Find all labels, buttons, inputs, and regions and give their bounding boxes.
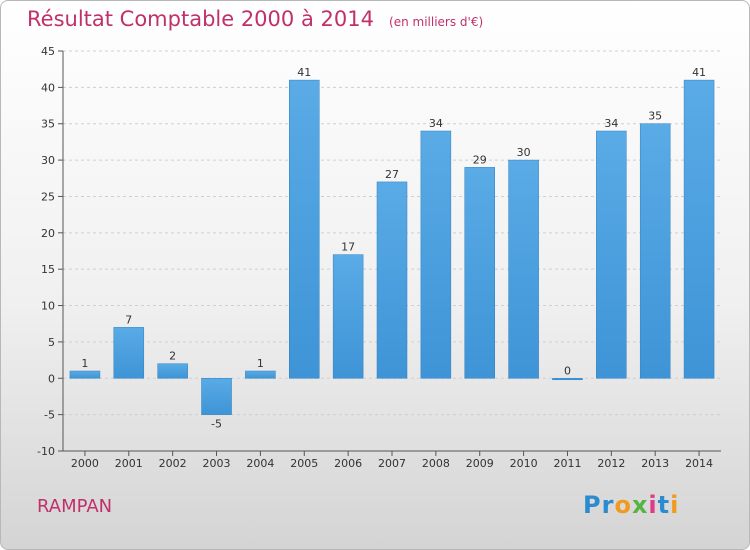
y-tick-label: 35 <box>41 118 55 131</box>
y-tick-label: 0 <box>48 372 55 385</box>
bar <box>113 327 145 379</box>
logo-letter: r <box>601 491 615 519</box>
x-tick-label: 2007 <box>378 457 406 470</box>
y-tick-label: 15 <box>41 263 55 276</box>
commune-name: RAMPAN <box>37 496 113 517</box>
x-tick-label: 2008 <box>422 457 450 470</box>
bar <box>683 79 715 379</box>
bar <box>245 370 276 379</box>
logo-letter: x <box>631 491 649 519</box>
y-tick-label: 10 <box>41 300 55 313</box>
data-label: 2 <box>169 350 176 363</box>
bar <box>157 363 188 379</box>
data-label: 1 <box>257 357 264 370</box>
data-label: 41 <box>692 66 706 79</box>
bar <box>508 159 539 379</box>
y-tick-label: 45 <box>41 45 55 58</box>
bar <box>376 181 408 379</box>
y-tick-label: 30 <box>41 154 55 167</box>
data-label: 27 <box>385 168 399 181</box>
bar <box>332 254 364 379</box>
data-label: 1 <box>81 357 88 370</box>
data-label: 34 <box>429 117 443 130</box>
y-tick-label: -10 <box>37 445 55 458</box>
data-label: 29 <box>473 153 487 166</box>
y-tick-label: 25 <box>41 190 55 203</box>
bar <box>69 370 101 379</box>
x-tick-label: 2013 <box>641 457 669 470</box>
x-tick-label: 2009 <box>466 457 494 470</box>
x-tick-label: 2003 <box>203 457 231 470</box>
proxiti-logo[interactable]: Proxiti <box>583 491 679 519</box>
bar <box>201 378 232 415</box>
x-tick-label: 2002 <box>159 457 187 470</box>
x-tick-label: 2001 <box>115 457 143 470</box>
bar <box>596 130 627 379</box>
bar <box>289 79 320 379</box>
bar <box>420 130 452 379</box>
logo-letter: o <box>614 491 632 519</box>
data-label: -5 <box>211 418 222 431</box>
data-label: 0 <box>564 364 571 377</box>
chart-subtitle: (en milliers d'€) <box>389 15 484 29</box>
x-tick-label: 2006 <box>334 457 362 470</box>
x-tick-label: 2011 <box>553 457 581 470</box>
logo-letter: P <box>583 491 602 519</box>
y-tick-label: -5 <box>44 409 55 422</box>
x-tick-label: 2004 <box>246 457 274 470</box>
x-tick-label: 2005 <box>290 457 318 470</box>
x-tick-label: 2012 <box>597 457 625 470</box>
data-label: 17 <box>341 241 355 254</box>
data-label: 30 <box>517 146 531 159</box>
x-tick-label: 2000 <box>71 457 99 470</box>
bar <box>464 167 495 379</box>
y-tick-label: 20 <box>41 227 55 240</box>
logo-letter: t <box>657 491 671 519</box>
chart-title: Résultat Comptable 2000 à 2014 <box>27 7 374 31</box>
y-tick-label: 5 <box>48 336 55 349</box>
data-label: 7 <box>125 313 132 326</box>
title-row: Résultat Comptable 2000 à 2014 (en milli… <box>27 7 483 31</box>
data-label: 34 <box>604 117 618 130</box>
y-tick-label: 40 <box>41 81 55 94</box>
bar <box>552 378 583 381</box>
x-tick-label: 2014 <box>685 457 713 470</box>
bar <box>639 123 671 379</box>
x-tick-label: 2010 <box>510 457 538 470</box>
data-label: 35 <box>648 110 662 123</box>
logo-letter: i <box>648 491 658 519</box>
logo-letter: i <box>670 491 680 519</box>
data-label: 41 <box>297 66 311 79</box>
